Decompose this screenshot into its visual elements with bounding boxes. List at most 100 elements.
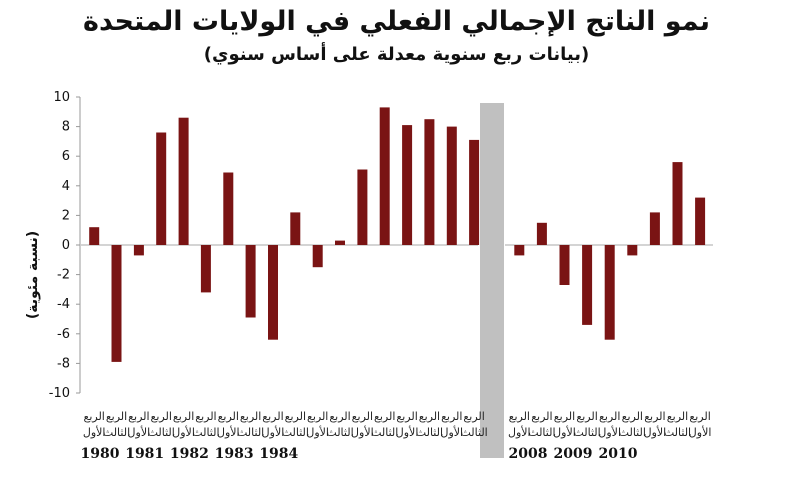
bar [559, 245, 570, 285]
category-label-line1: الربع [374, 410, 395, 423]
bar [312, 245, 323, 268]
y-axis-label: (نسبة مئوية) [25, 231, 41, 319]
bar [582, 245, 593, 325]
bar [627, 245, 638, 256]
bar [335, 240, 345, 245]
chart-title: نمو الناتج الإجمالي الفعلي في الولايات ا… [83, 6, 710, 37]
category-label-line2: الثالث [416, 426, 443, 439]
category-label-line1: الربع [599, 410, 620, 423]
chart-subtitle: (بيانات ربع سنوية معدلة على أساس سنوي) [203, 44, 590, 65]
y-tick-label: 6 [62, 149, 70, 164]
category-label-line2: الثالث [282, 426, 309, 439]
bar [245, 245, 256, 318]
category-label-line1: الربع [531, 410, 552, 423]
period-divider [480, 103, 504, 458]
category-label-line2: الأول [553, 425, 576, 439]
category-label-line1: الربع [240, 410, 261, 423]
year-label: 1983 [215, 446, 254, 462]
category-labels: الربعالأولالربعالثالثالربعالأولالربعالثا… [81, 410, 712, 462]
year-label: 1980 [81, 446, 120, 462]
category-label-line1: الربع [396, 410, 417, 423]
bar [156, 132, 167, 245]
category-label-line2: الأول [598, 425, 621, 439]
category-label-line2: الثالث [103, 426, 130, 439]
category-label-line2: الثالث [664, 426, 691, 439]
category-label-line1: الربع [106, 410, 127, 423]
bar [133, 245, 144, 256]
bar [402, 125, 413, 245]
category-label-line2: الأول [128, 425, 151, 439]
category-label-line2: الأول [262, 425, 285, 439]
bar [223, 172, 234, 245]
bar [89, 227, 100, 245]
category-label-line1: الربع [173, 410, 194, 423]
category-label-line2: الأول [644, 425, 667, 439]
category-label-line1: الربع [329, 410, 350, 423]
bar [268, 245, 278, 340]
category-label-line2: الثالث [573, 426, 600, 439]
year-label: 1984 [259, 446, 298, 462]
category-label-line1: الربع [83, 410, 104, 423]
category-label-line2: الثالث [461, 426, 488, 439]
category-label-line2: الأول [440, 425, 463, 439]
bar [536, 222, 547, 245]
category-label-line1: الربع [554, 410, 575, 423]
category-label-line1: الربع [307, 410, 328, 423]
year-label: 2009 [554, 446, 593, 462]
category-label-line2: الثالث [326, 426, 353, 439]
divider-bar [480, 103, 504, 458]
category-label-line2: الثالث [148, 426, 175, 439]
category-label-line2: الأول [217, 425, 240, 439]
category-label-line1: الربع [151, 410, 172, 423]
category-label-line2: الأول [83, 425, 106, 439]
category-label-line1: الربع [667, 410, 688, 423]
category-label-line1: الربع [419, 410, 440, 423]
bar [290, 212, 301, 245]
bar [200, 245, 211, 293]
category-label-line1: الربع [441, 410, 462, 423]
bar [446, 126, 457, 245]
bar-series [89, 107, 706, 362]
year-label: 1981 [125, 446, 164, 462]
bar [514, 245, 525, 256]
y-tick-label: 8 [62, 120, 70, 135]
y-tick-label: 4 [62, 179, 70, 194]
bar [649, 212, 660, 245]
category-label-line1: الربع [285, 410, 306, 423]
bar [469, 139, 480, 245]
y-tick-label: -8 [57, 356, 70, 371]
year-label: 2008 [509, 446, 548, 462]
y-tick-label: -4 [57, 297, 70, 312]
bar [604, 245, 615, 340]
bar [695, 197, 706, 245]
category-label-line2: الأول [396, 425, 419, 439]
category-label-line1: الربع [576, 410, 597, 423]
category-label-line2: الأول [306, 425, 329, 439]
category-label-line2: الثالث [619, 426, 646, 439]
bar [111, 245, 122, 362]
y-tick-label: 10 [53, 90, 70, 105]
bar [424, 119, 435, 245]
bar [178, 117, 189, 245]
category-label-line2: الأول [172, 425, 195, 439]
category-label-line1: الربع [689, 410, 710, 423]
bar [379, 107, 390, 246]
category-label-line2: الثالث [528, 426, 555, 439]
y-tick-label: -10 [49, 386, 70, 401]
category-label-line2: الثالث [371, 426, 398, 439]
category-label-line1: الربع [352, 410, 373, 423]
y-tick-label: 0 [62, 238, 70, 253]
bar [672, 162, 683, 245]
category-label-line1: الربع [262, 410, 283, 423]
category-label-line2: الثالث [237, 426, 264, 439]
y-tick-label: -2 [57, 268, 70, 283]
category-label-line2: الأول [508, 425, 531, 439]
category-label-line1: الربع [128, 410, 149, 423]
category-label-line1: الربع [509, 410, 530, 423]
category-label-line2: الأول [689, 425, 712, 439]
y-tick-label: -6 [57, 327, 70, 342]
category-label-line1: الربع [622, 410, 643, 423]
category-label-line1: الربع [195, 410, 216, 423]
year-label: 1982 [170, 446, 209, 462]
